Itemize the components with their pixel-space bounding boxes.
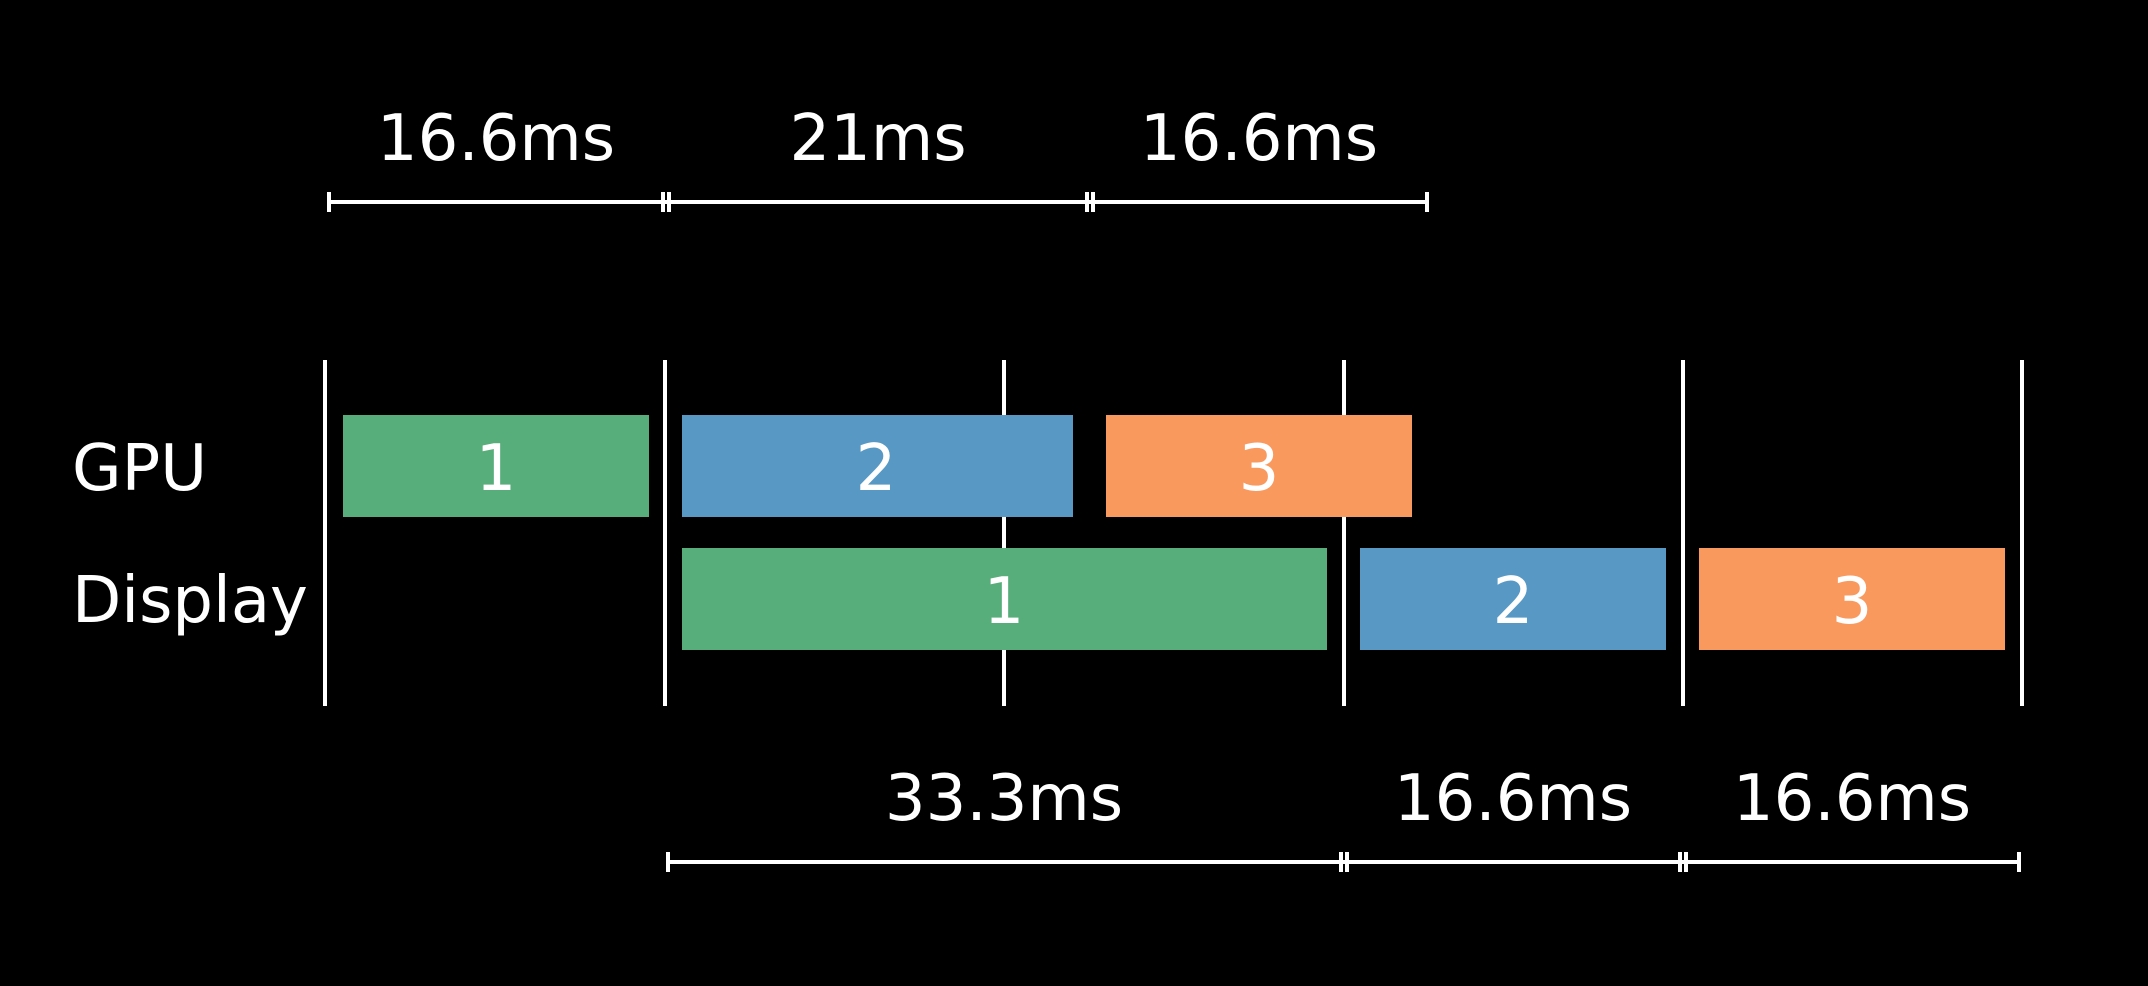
- row-label-gpu: GPU: [72, 432, 207, 506]
- gpu-frame-1-block: [343, 415, 649, 517]
- gpu-frame-3-block: [1106, 415, 1412, 517]
- display-frame-3-label: 3: [1832, 565, 1873, 639]
- top-duration-2: 21ms: [789, 102, 966, 176]
- display-frames: 1 2 3: [682, 548, 2005, 650]
- bottom-duration-3: 16.6ms: [1733, 762, 1971, 836]
- display-frame-1-label: 1: [984, 565, 1025, 639]
- top-duration-1: 16.6ms: [377, 102, 615, 176]
- gpu-frames: 1 2 3: [343, 415, 1412, 517]
- gpu-frame-2-label: 2: [856, 432, 897, 506]
- gpu-frame-1-label: 1: [476, 432, 517, 506]
- top-duration-3: 16.6ms: [1140, 102, 1378, 176]
- vsync-lines: [323, 360, 2024, 706]
- bottom-duration-1: 33.3ms: [885, 762, 1123, 836]
- gpu-frame-2-block: [682, 415, 1073, 517]
- gpu-frame-3-label: 3: [1239, 432, 1280, 506]
- bottom-duration-2: 16.6ms: [1394, 762, 1632, 836]
- row-label-display: Display: [72, 564, 308, 638]
- display-frame-2-block: [1360, 548, 1666, 650]
- display-frame-1-block: [682, 548, 1327, 650]
- display-frame-3-block: [1699, 548, 2005, 650]
- display-frame-2-label: 2: [1493, 565, 1534, 639]
- top-duration-brackets: [327, 192, 1429, 212]
- bottom-duration-brackets: [666, 852, 2021, 872]
